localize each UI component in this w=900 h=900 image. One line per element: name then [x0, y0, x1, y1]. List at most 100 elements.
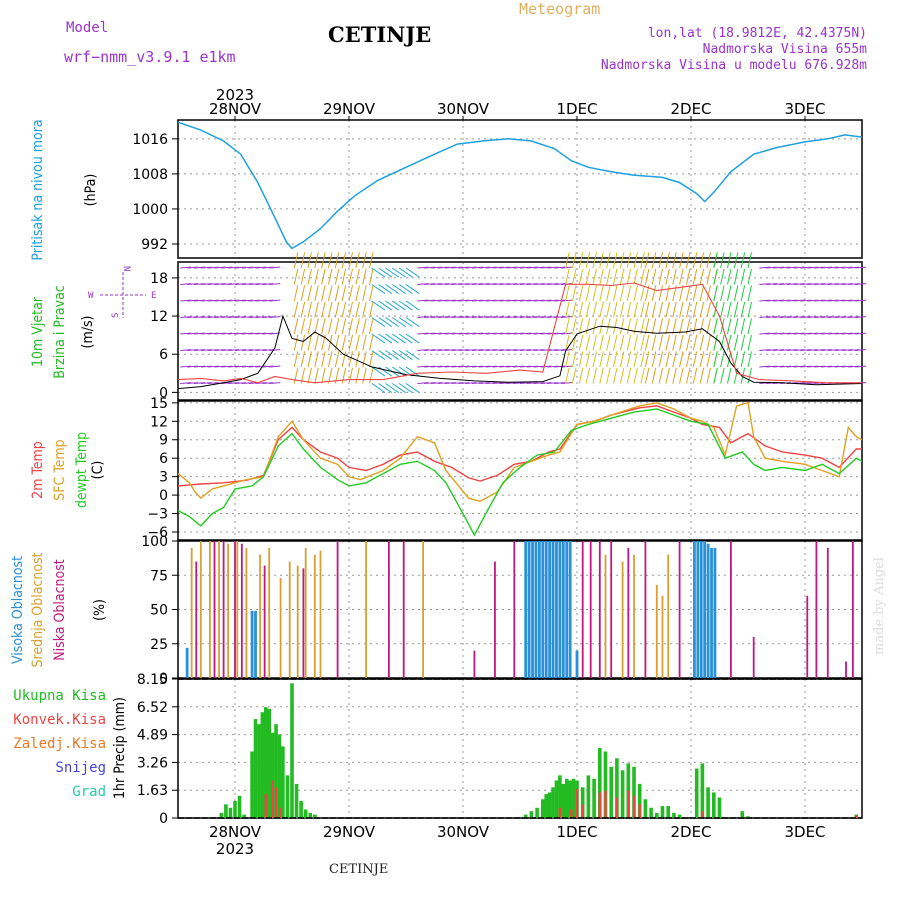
wind-arrow: [385, 284, 399, 294]
x-top-label: 28NOV: [209, 100, 262, 118]
x-top-year: 2023: [216, 86, 254, 104]
precip-bar: [264, 794, 267, 818]
wind-arrow: [451, 349, 463, 351]
wind-arrow: [599, 351, 604, 368]
wind-arrow: [417, 283, 429, 285]
wind-arrow: [547, 349, 559, 351]
wind-arrow: [599, 301, 604, 318]
cloud-bar: [259, 554, 261, 678]
wind-arrow: [685, 351, 691, 368]
wind-arrow: [612, 285, 618, 302]
ytick-label: 0: [159, 811, 168, 827]
cloud-frame: [177, 540, 863, 679]
cloud-bar: [302, 568, 305, 678]
wind-arrow: [492, 332, 504, 335]
cloud-bar: [537, 541, 541, 678]
wind-arrow: [740, 268, 746, 285]
x-top-label: 30NOV: [437, 100, 490, 118]
ytick-label: −6: [147, 525, 168, 541]
wind-arrow: [692, 318, 698, 335]
cloud-bar: [710, 547, 713, 678]
pressure-frame: [177, 119, 863, 259]
cloud-bar: [245, 547, 248, 678]
wind-arrow: [485, 316, 497, 318]
wind-arrow: [733, 285, 739, 302]
wind-arrow: [672, 318, 677, 335]
wind-arrow: [699, 334, 705, 351]
wind-arrow: [300, 301, 306, 318]
wind-gust_red: [177, 282, 862, 384]
ytick-label: 75: [150, 568, 168, 584]
wind-arrow: [713, 351, 718, 368]
ytick-label: 6: [159, 451, 168, 467]
x-bottom-label: 28NOV: [209, 823, 262, 841]
wind-arrow: [341, 301, 347, 318]
cloud-bar: [254, 610, 257, 678]
wind-arrow: [526, 332, 538, 335]
wind-arrow: [405, 333, 420, 344]
cloud-bar: [250, 610, 254, 678]
wind-arrow: [633, 367, 638, 384]
ytick-label: 0: [159, 671, 168, 687]
precip-bar: [277, 734, 282, 818]
precip-bar: [712, 792, 716, 818]
precip-bar: [581, 804, 584, 818]
wind-arrow: [807, 283, 819, 285]
wind-arrow: [706, 252, 711, 269]
wind-arrow: [800, 349, 812, 351]
wind-arrow: [612, 318, 618, 335]
wind-arrow: [492, 382, 504, 384]
wind-arrow: [465, 299, 477, 302]
wind-arrow: [437, 332, 449, 335]
cloud-bar: [513, 541, 516, 678]
wind-arrow: [585, 351, 591, 368]
wind-arrow: [841, 266, 853, 269]
wind-arrow: [417, 349, 429, 351]
wind-arrow: [766, 266, 778, 269]
wind-arrow: [398, 350, 413, 360]
wind-arrow: [424, 349, 436, 351]
wind-arrow: [759, 283, 771, 285]
wind-arrow: [180, 382, 192, 384]
wind-arrow: [465, 332, 477, 335]
wind-arrow: [431, 349, 443, 351]
wind-arrow: [848, 349, 860, 351]
wind-arrow: [540, 365, 552, 368]
wind-arrow: [207, 299, 219, 302]
wind-arrow: [800, 316, 812, 318]
cloud-bar: [209, 541, 211, 678]
wind-arrow: [355, 318, 360, 335]
wind-arrow: [526, 349, 538, 351]
wind-arrow: [519, 365, 532, 368]
ytick-label: 6: [159, 347, 168, 363]
wind-arrow: [207, 316, 219, 318]
wind-arrow: [228, 299, 240, 302]
wind-arrow: [699, 351, 705, 368]
wind-arrow: [405, 366, 420, 377]
wind-arrow: [526, 382, 538, 384]
wind-arrow: [726, 318, 732, 335]
wind-arrow: [214, 332, 226, 335]
wind-arrow: [540, 349, 552, 351]
precip-ylabel: 1hr Precip (mm): [112, 697, 128, 799]
wind-arrow: [644, 268, 650, 285]
wind-arrow: [571, 252, 577, 269]
wind-arrow: [533, 266, 545, 269]
wind-arrow: [807, 349, 819, 351]
wind-arrow: [834, 365, 846, 368]
wind-arrow: [841, 349, 853, 351]
wind-arrow: [814, 283, 826, 285]
wind-arrow: [561, 365, 573, 368]
wind-arrow: [248, 349, 260, 351]
ytick-label: 12: [150, 309, 168, 325]
wind-arrow: [485, 299, 497, 302]
precip-bar: [580, 787, 585, 818]
wind-arrow: [651, 252, 657, 269]
cloud-bar: [561, 541, 565, 678]
wind-arrow: [726, 252, 732, 269]
wind-arrow: [644, 301, 650, 318]
cloud-unit: (%): [92, 599, 108, 621]
wind-arrow: [592, 367, 597, 384]
ytick-label: 3.26: [137, 755, 168, 771]
wind-arrow: [506, 365, 518, 368]
